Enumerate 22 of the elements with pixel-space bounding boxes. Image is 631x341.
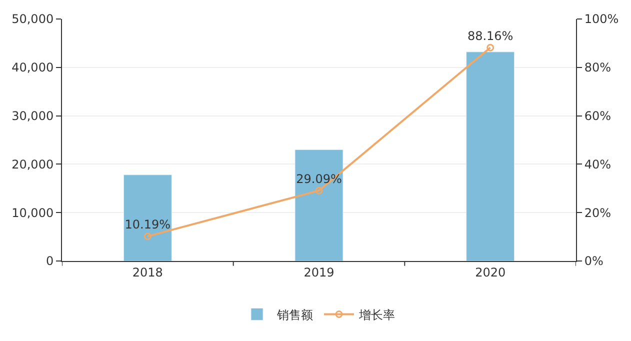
data-label: 88.16% <box>467 28 514 43</box>
x-tick-label: 2018 <box>132 265 163 280</box>
legend-label: 销售额 <box>276 308 313 322</box>
y-tick-label: 20,000 <box>12 157 54 172</box>
y2-tick-label: 40% <box>584 157 612 172</box>
x-tick-label: 2019 <box>304 265 334 280</box>
point <box>486 44 494 52</box>
y-tick-label: 30,000 <box>12 109 54 123</box>
y-tick-label: 10,000 <box>12 206 54 220</box>
legend-label: 增长率 <box>358 308 395 322</box>
data-label: 10.19% <box>124 218 171 232</box>
y2-tick-label: 60% <box>584 109 612 123</box>
y2-tick-label: 80% <box>584 60 612 75</box>
y-tick-label: 50,000 <box>12 12 54 26</box>
y-tick-label: 0 <box>46 254 54 268</box>
point <box>144 232 152 240</box>
x-tick-label: 2020 <box>475 265 506 280</box>
y2-tick-label: 100% <box>584 12 619 26</box>
y2-tick-label: 0% <box>584 254 604 268</box>
point <box>315 186 323 194</box>
y-tick-label: 40,000 <box>12 60 54 75</box>
y2-tick-label: 20% <box>584 206 612 220</box>
